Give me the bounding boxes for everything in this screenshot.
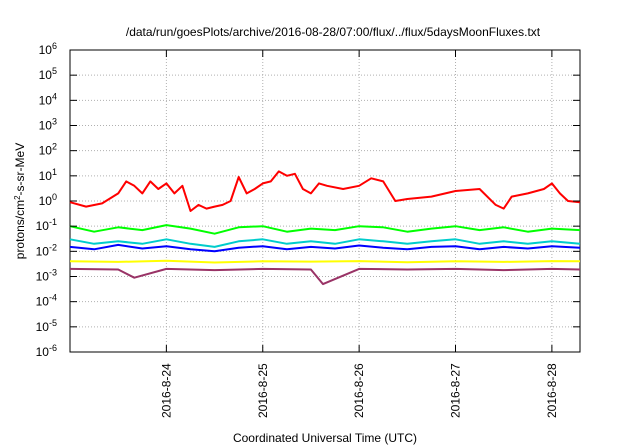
- series-line-5: [69, 259, 581, 264]
- gridlines: [70, 50, 580, 352]
- series-line-1: [69, 170, 581, 212]
- plot-area: [69, 49, 581, 353]
- series-line-3: [69, 238, 581, 248]
- y-axis-label: protons/cm2-s-sr-MeV: [13, 143, 28, 259]
- series-line-2: [69, 224, 581, 235]
- y-tick-label: 106: [39, 41, 57, 57]
- x-axis: 2016-8-24 2016-8-25 2016-8-26 2016-8-27 2016…: [159, 50, 559, 418]
- y-tick-label: 10-3: [36, 268, 57, 284]
- y-tick-label: 10-4: [36, 293, 57, 309]
- series-layer: [69, 170, 581, 286]
- y-axis: 10-6 10-5 10-4 10-3 10-2 10-1 100 101 102 103 104 1…: [36, 41, 580, 359]
- x-tick-label: 2016-8-26: [352, 363, 366, 418]
- x-tick-label: 2016-8-24: [159, 363, 173, 418]
- chart-title: /data/run/goesPlots/archive/2016-08-28/0…: [126, 25, 541, 39]
- y-tick-label: 10-1: [36, 217, 57, 233]
- series-line-4: [69, 243, 581, 253]
- y-tick-label: 100: [39, 192, 57, 208]
- series-line-6: [69, 267, 581, 286]
- y-tick-label: 103: [39, 117, 57, 133]
- y-tick-label: 102: [39, 142, 57, 158]
- y-tick-label: 10-2: [36, 242, 57, 258]
- y-tick-label: 105: [39, 66, 57, 82]
- x-tick-label: 2016-8-27: [449, 363, 463, 418]
- x-axis-label: Coordinated Universal Time (UTC): [233, 431, 417, 445]
- y-tick-label: 10-5: [36, 318, 57, 334]
- y-tick-label: 104: [39, 91, 57, 107]
- y-tick-label: 10-6: [36, 343, 57, 359]
- x-tick-label: 2016-8-25: [256, 363, 270, 418]
- y-tick-label: 101: [39, 167, 57, 183]
- x-tick-label: 2016-8-28: [545, 363, 559, 418]
